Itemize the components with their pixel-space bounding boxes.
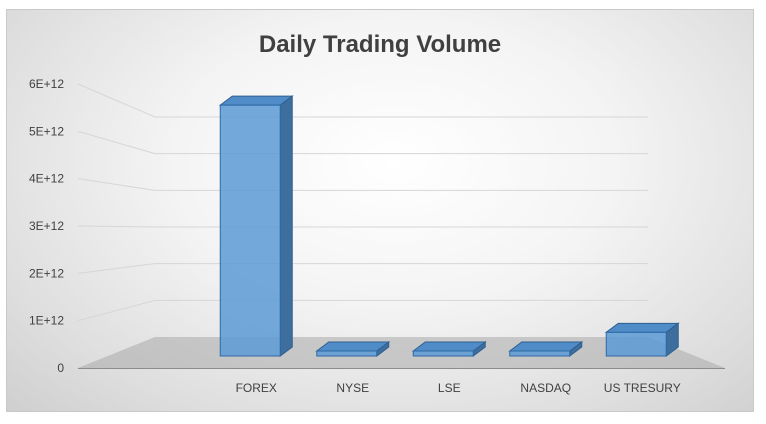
- bar-side: [279, 95, 293, 357]
- bar-us-tresury: [604, 322, 680, 357]
- bar-top: [315, 341, 391, 352]
- gridline: [77, 178, 648, 191]
- gridline: [77, 299, 648, 322]
- y-tick-label: 4E+12: [29, 172, 64, 186]
- bar-top: [218, 95, 294, 106]
- x-tick-label: NASDAQ: [520, 381, 571, 395]
- gridline: [77, 225, 648, 228]
- x-tick-label: FOREX: [236, 381, 277, 395]
- bar-top: [411, 341, 487, 352]
- bar-lse: [411, 341, 487, 357]
- x-tick-label: US TRESURY: [604, 381, 681, 395]
- bar-forex: [218, 95, 294, 357]
- y-tick-label: 3E+12: [29, 219, 64, 233]
- y-tick-label: 6E+12: [29, 77, 64, 91]
- x-tick-label: LSE: [438, 381, 461, 395]
- gridline: [77, 130, 648, 155]
- y-tick-label: 2E+12: [29, 266, 64, 280]
- chart-title: Daily Trading Volume: [259, 31, 501, 58]
- bar-front: [412, 350, 474, 357]
- gridline: [77, 83, 648, 118]
- bar-nyse: [315, 341, 391, 357]
- bar-front: [605, 331, 667, 357]
- x-tick-label: NYSE: [336, 381, 369, 395]
- y-tick-label: 5E+12: [29, 124, 64, 138]
- bar-top: [508, 341, 584, 352]
- y-tick-label: 0: [57, 361, 64, 375]
- gridline: [77, 263, 648, 274]
- y-tick-label: 1E+12: [29, 314, 64, 328]
- bar-front: [316, 350, 378, 357]
- bar-front: [509, 350, 571, 357]
- bar-top: [604, 322, 680, 333]
- bar-nasdaq: [508, 341, 584, 357]
- bar-front: [219, 104, 281, 357]
